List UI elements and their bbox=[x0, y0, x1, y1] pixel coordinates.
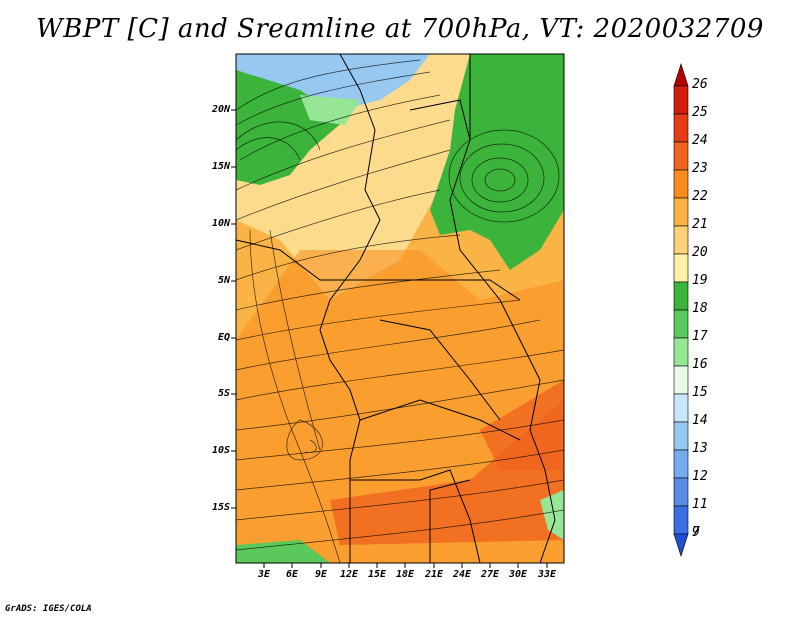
lat-label-20n: 20N bbox=[211, 104, 230, 115]
colorbar-label: 21 bbox=[692, 217, 708, 232]
lon-label-3e: 3E bbox=[257, 569, 271, 580]
wbpt-red-orange-south bbox=[330, 400, 564, 545]
credit-text: GrADS: IGES/COLA bbox=[5, 604, 92, 614]
wbpt-lightgreen-northwest bbox=[300, 95, 360, 125]
colorbar-swatch bbox=[673, 141, 689, 171]
colorbar-swatch bbox=[673, 113, 689, 143]
colorbar-label: 15 bbox=[692, 385, 708, 400]
colorbar-label: 11 bbox=[692, 497, 708, 512]
lon-label-33e: 33E bbox=[537, 569, 557, 580]
wbpt-green-northwest bbox=[236, 70, 345, 185]
wbpt-green-northeast bbox=[430, 54, 564, 270]
lat-label-10n: 10N bbox=[211, 218, 230, 229]
colorbar-label: 20 bbox=[692, 245, 708, 260]
lon-label-12e: 12E bbox=[339, 569, 359, 580]
colorbar-label: 23 bbox=[692, 161, 708, 176]
colorbar-label: 24 bbox=[692, 133, 708, 148]
colorbar-label: 12 bbox=[692, 469, 708, 484]
lat-label-15s: 15S bbox=[211, 502, 230, 513]
colorbar-label: 7 bbox=[692, 525, 700, 540]
colorbar-swatch bbox=[673, 393, 689, 423]
lat-label-5s: 5S bbox=[217, 388, 230, 399]
lon-label-6e: 6E bbox=[285, 569, 299, 580]
colorbar-swatch bbox=[673, 449, 689, 479]
colorbar-swatch bbox=[673, 477, 689, 507]
colorbar-label: 18 bbox=[692, 301, 708, 316]
colorbar-label: 22 bbox=[692, 189, 708, 204]
colorbar-label: 17 bbox=[692, 329, 708, 344]
colorbar-label: 25 bbox=[692, 105, 708, 120]
colorbar-swatch bbox=[673, 505, 689, 535]
colorbar-label: 13 bbox=[692, 441, 708, 456]
lat-label-eq: EQ bbox=[217, 332, 230, 343]
colorbar-swatch bbox=[673, 225, 689, 255]
lon-label-21e: 21E bbox=[424, 569, 444, 580]
lon-label-15e: 15E bbox=[367, 569, 387, 580]
axis-ticks bbox=[231, 109, 548, 568]
lat-label-15n: 15N bbox=[211, 161, 230, 172]
colorbar-label: 26 bbox=[692, 77, 708, 92]
streamlines bbox=[236, 59, 564, 563]
lon-label-24e: 24E bbox=[452, 569, 472, 580]
lon-label-18e: 18E bbox=[395, 569, 415, 580]
wbpt-green-south bbox=[236, 540, 330, 563]
colorbar-swatch bbox=[673, 365, 689, 395]
colorbar-swatch bbox=[673, 337, 689, 367]
country-borders bbox=[236, 54, 556, 563]
lon-label-9e: 9E bbox=[314, 569, 328, 580]
colorbar-label: 14 bbox=[692, 413, 708, 428]
colorbar-swatch bbox=[673, 63, 689, 87]
map-frame bbox=[235, 53, 565, 564]
lat-label-10s: 10S bbox=[211, 445, 230, 456]
colorbar-swatch bbox=[673, 169, 689, 199]
wbpt-blue-region bbox=[236, 54, 430, 110]
colorbar-swatch bbox=[673, 253, 689, 283]
lon-label-27e: 27E bbox=[480, 569, 500, 580]
colorbar-label: 19 bbox=[692, 273, 708, 288]
colorbar-label: 9 bbox=[692, 525, 700, 540]
colorbar-swatch bbox=[673, 421, 689, 451]
wbpt-lightgreen-east bbox=[540, 490, 564, 540]
colorbar-swatch bbox=[673, 197, 689, 227]
chart-title: WBPT [C] and Sreamline at 700hPa, VT: 20… bbox=[36, 14, 764, 44]
colorbar-swatch bbox=[673, 281, 689, 311]
colorbar bbox=[673, 63, 689, 557]
map-panel bbox=[236, 54, 564, 563]
colorbar-swatch bbox=[673, 309, 689, 339]
colorbar-label: 16 bbox=[692, 357, 708, 372]
lat-label-5n: 5N bbox=[217, 275, 230, 286]
colorbar-swatch bbox=[673, 533, 689, 557]
wbpt-red-orange-east bbox=[480, 380, 564, 470]
lon-label-30e: 30E bbox=[508, 569, 528, 580]
colorbar-swatch bbox=[673, 85, 689, 115]
